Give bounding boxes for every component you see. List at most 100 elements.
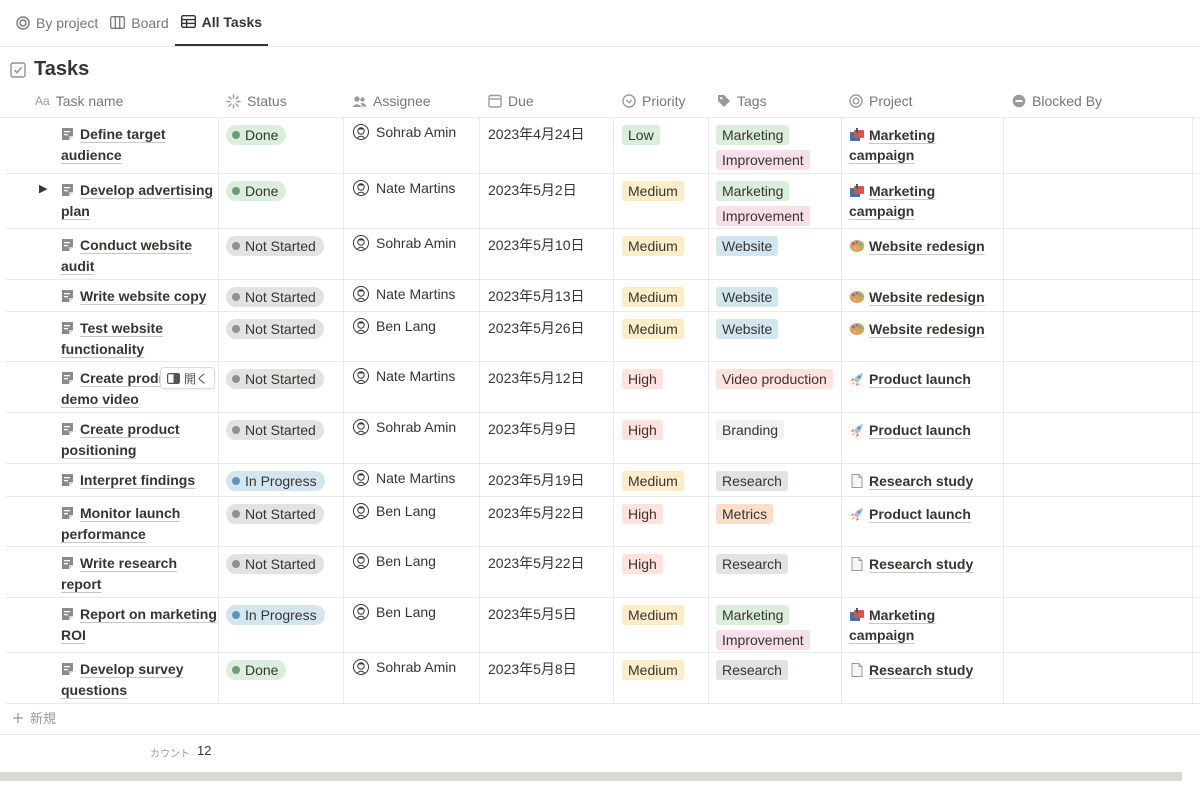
due-date[interactable]: 2023年4月24日: [488, 126, 585, 142]
task-name-cell[interactable]: Conduct website audit: [61, 235, 221, 277]
assignee-cell[interactable]: Sohrab Amin: [353, 419, 456, 435]
tags-cell[interactable]: Marketing Improvement: [716, 181, 810, 226]
priority-badge[interactable]: Medium: [622, 236, 684, 256]
task-name-cell[interactable]: Monitor launch performance: [61, 503, 221, 545]
blocked-by-cell[interactable]: [1004, 653, 1193, 703]
table-row[interactable]: Write website copy Not Started Nate Martin…: [5, 280, 1200, 312]
priority-badge[interactable]: Medium: [622, 471, 684, 491]
due-date[interactable]: 2023年5月9日: [488, 421, 577, 437]
blocked-by-cell[interactable]: [1004, 547, 1193, 597]
due-date[interactable]: 2023年5月19日: [488, 472, 585, 488]
table-row[interactable]: Conduct website audit Not Started Sohrab Am…: [5, 229, 1200, 280]
due-date[interactable]: 2023年5月26日: [488, 320, 585, 336]
project-cell[interactable]: Website redesign: [849, 287, 999, 307]
priority-badge[interactable]: Medium: [622, 660, 684, 680]
status-badge[interactable]: Not Started: [226, 420, 324, 440]
task-name-cell[interactable]: Create product positioning: [61, 419, 221, 461]
project-cell[interactable]: Research study: [849, 660, 999, 680]
tab-all-tasks[interactable]: All Tasks: [174, 0, 269, 46]
priority-badge[interactable]: Medium: [622, 319, 684, 339]
column-header-due[interactable]: Due: [488, 84, 534, 118]
status-badge[interactable]: Done: [226, 125, 287, 145]
status-badge[interactable]: Not Started: [226, 287, 324, 307]
table-row[interactable]: Interpret findings In Progress Nate Martin…: [5, 464, 1200, 497]
project-cell[interactable]: Product launch: [849, 420, 999, 440]
column-header-priority[interactable]: Priority: [622, 84, 686, 118]
project-cell[interactable]: Product launch: [849, 504, 999, 524]
task-name-cell[interactable]: Develop advertising plan: [61, 180, 221, 222]
table-row[interactable]: Create product positioning Not Started Sohr…: [5, 413, 1200, 464]
tags-cell[interactable]: Branding: [716, 420, 785, 440]
due-date[interactable]: 2023年5月8日: [488, 661, 577, 677]
due-date[interactable]: 2023年5月2日: [488, 182, 577, 198]
priority-badge[interactable]: Medium: [622, 287, 684, 307]
tags-cell[interactable]: Website: [716, 287, 779, 307]
table-row[interactable]: Report on marketing ROI In Progress Ben Lan…: [5, 598, 1200, 653]
due-date[interactable]: 2023年5月13日: [488, 288, 585, 304]
tags-cell[interactable]: Metrics: [716, 504, 774, 524]
status-badge[interactable]: Not Started: [226, 504, 324, 524]
table-row[interactable]: Create prodı demo video 開く Not Started Nate …: [5, 362, 1200, 413]
column-header-blocked-by[interactable]: Blocked By: [1012, 84, 1102, 118]
count-label[interactable]: カウント: [150, 749, 190, 760]
project-cell[interactable]: Marketing campaign: [849, 181, 999, 221]
due-date[interactable]: 2023年5月10日: [488, 237, 585, 253]
table-row[interactable]: ▶ Develop advertising plan Done Nate Martins…: [5, 174, 1200, 229]
column-header-assignee[interactable]: Assignee: [352, 84, 431, 118]
blocked-by-cell[interactable]: [1004, 174, 1193, 228]
blocked-by-cell[interactable]: [1004, 229, 1193, 279]
task-name-cell[interactable]: Write research report: [61, 553, 221, 595]
blocked-by-cell[interactable]: [1004, 312, 1193, 361]
column-header-project[interactable]: Project: [849, 84, 913, 118]
task-name-cell[interactable]: Write website copy: [61, 286, 221, 307]
status-badge[interactable]: Not Started: [226, 236, 324, 256]
assignee-cell[interactable]: Ben Lang: [353, 604, 436, 620]
assignee-cell[interactable]: Nate Martins: [353, 180, 455, 196]
assignee-cell[interactable]: Sohrab Amin: [353, 659, 456, 675]
table-row[interactable]: Develop survey questions Done Sohrab Amin 20…: [5, 653, 1200, 704]
project-cell[interactable]: Marketing campaign: [849, 125, 999, 165]
project-cell[interactable]: Research study: [849, 554, 999, 574]
priority-badge[interactable]: High: [622, 554, 663, 574]
table-row[interactable]: Define target audience Done Sohrab Amin 2023…: [5, 118, 1200, 174]
tags-cell[interactable]: Marketing Improvement: [716, 605, 810, 650]
due-date[interactable]: 2023年5月22日: [488, 555, 585, 571]
task-name-cell[interactable]: Develop survey questions: [61, 659, 221, 701]
assignee-cell[interactable]: Sohrab Amin: [353, 235, 456, 251]
due-date[interactable]: 2023年5月22日: [488, 505, 585, 521]
project-cell[interactable]: Product launch: [849, 369, 999, 389]
assignee-cell[interactable]: Sohrab Amin: [353, 124, 456, 140]
task-name-cell[interactable]: Define target audience: [61, 124, 221, 166]
tags-cell[interactable]: Research: [716, 554, 788, 574]
blocked-by-cell[interactable]: [1004, 362, 1193, 412]
blocked-by-cell[interactable]: [1004, 118, 1193, 173]
blocked-by-cell[interactable]: [1004, 497, 1193, 546]
assignee-cell[interactable]: Nate Martins: [353, 286, 455, 302]
task-name-cell[interactable]: Create prodı demo video: [61, 368, 221, 410]
page-title[interactable]: Tasks: [34, 58, 90, 80]
assignee-cell[interactable]: Nate Martins: [353, 470, 455, 486]
assignee-cell[interactable]: Ben Lang: [353, 503, 436, 519]
blocked-by-cell[interactable]: [1004, 598, 1193, 652]
assignee-cell[interactable]: Nate Martins: [353, 368, 455, 384]
due-date[interactable]: 2023年5月12日: [488, 370, 585, 386]
tags-cell[interactable]: Video production: [716, 369, 833, 389]
status-badge[interactable]: In Progress: [226, 605, 325, 625]
tags-cell[interactable]: Research: [716, 471, 788, 491]
open-page-button[interactable]: 開く: [160, 367, 216, 389]
status-badge[interactable]: Not Started: [226, 554, 324, 574]
assignee-cell[interactable]: Ben Lang: [353, 553, 436, 569]
tags-cell[interactable]: Research: [716, 660, 788, 680]
status-badge[interactable]: Done: [226, 660, 287, 680]
project-cell[interactable]: Website redesign: [849, 236, 999, 256]
tab-by-project[interactable]: By project: [10, 0, 104, 46]
task-name-cell[interactable]: Report on marketing ROI: [61, 604, 221, 646]
tab-board[interactable]: Board: [104, 0, 174, 46]
priority-badge[interactable]: Medium: [622, 605, 684, 625]
table-row[interactable]: Monitor launch performance Not Started Ben …: [5, 497, 1200, 547]
status-badge[interactable]: Done: [226, 181, 287, 201]
project-cell[interactable]: Marketing campaign: [849, 605, 999, 645]
table-row[interactable]: Write research report Not Started Ben Lang 2…: [5, 547, 1200, 598]
project-cell[interactable]: Website redesign: [849, 319, 999, 339]
task-name-cell[interactable]: Test website functionality: [61, 318, 221, 360]
